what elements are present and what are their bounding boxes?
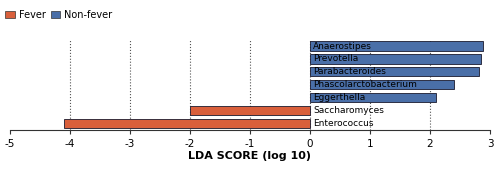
Bar xyxy=(64,119,310,128)
Legend: Fever, Non-fever: Fever, Non-fever xyxy=(6,10,112,20)
Text: Prevotella: Prevotella xyxy=(313,54,358,63)
Bar xyxy=(310,93,436,102)
Text: Enterococcus: Enterococcus xyxy=(313,119,374,128)
Bar xyxy=(310,54,481,64)
Bar xyxy=(310,67,479,76)
Text: Eggerthella: Eggerthella xyxy=(313,93,365,102)
Bar xyxy=(310,41,483,51)
Text: Anaerostipes: Anaerostipes xyxy=(313,42,372,51)
Bar xyxy=(190,106,310,115)
Text: Saccharomyces: Saccharomyces xyxy=(313,106,384,115)
Bar xyxy=(310,80,454,89)
X-axis label: LDA SCORE (log 10): LDA SCORE (log 10) xyxy=(188,151,312,161)
Text: Phascolarctobacterium: Phascolarctobacterium xyxy=(313,80,417,89)
Text: Parabacteroides: Parabacteroides xyxy=(313,67,386,76)
